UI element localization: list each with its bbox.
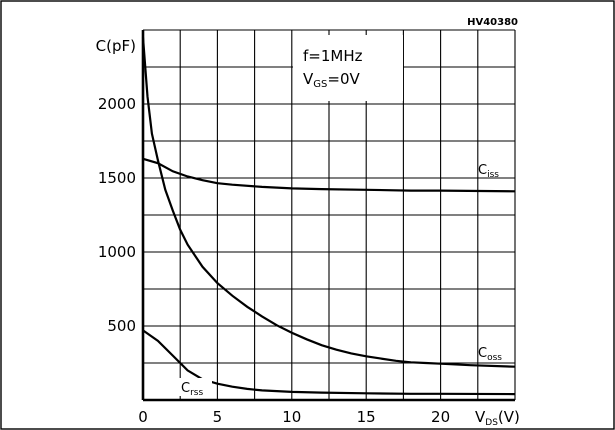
series-label-crss: Crss (181, 381, 203, 398)
y-tick-label: 2000 (98, 95, 136, 113)
y-tick-label: 500 (107, 317, 136, 335)
labels: Ciss Coss Crss 500 1000 1500 2000 0 5 10 15 20 C(pF)… (96, 17, 520, 428)
series-label-ciss: Ciss (478, 163, 499, 180)
x-tick-label: 15 (357, 408, 376, 426)
annotation-background (293, 35, 403, 101)
series-curve-coss (141, 37, 516, 368)
x-tick-label: 10 (282, 408, 301, 426)
y-tick-label: 1500 (98, 169, 136, 187)
x-tick-label: 20 (431, 408, 450, 426)
annotation-frequency: f=1MHz (303, 47, 363, 65)
curves (141, 37, 516, 396)
x-tick-label: 0 (138, 408, 148, 426)
series-curve-crss (142, 329, 516, 396)
y-tick-label: 1000 (98, 243, 136, 261)
grid (141, 29, 516, 402)
series-label-background (178, 378, 212, 396)
y-axis-label: C(pF) (96, 37, 136, 55)
series-curve-ciss (142, 157, 516, 193)
annotation-gate-voltage: VGS=0V (303, 70, 360, 90)
x-tick-label: 5 (213, 408, 223, 426)
figure-code: HV40380 (467, 17, 518, 28)
x-axis-label: VDS(V) (475, 408, 520, 428)
series-label-coss: Coss (478, 346, 502, 363)
